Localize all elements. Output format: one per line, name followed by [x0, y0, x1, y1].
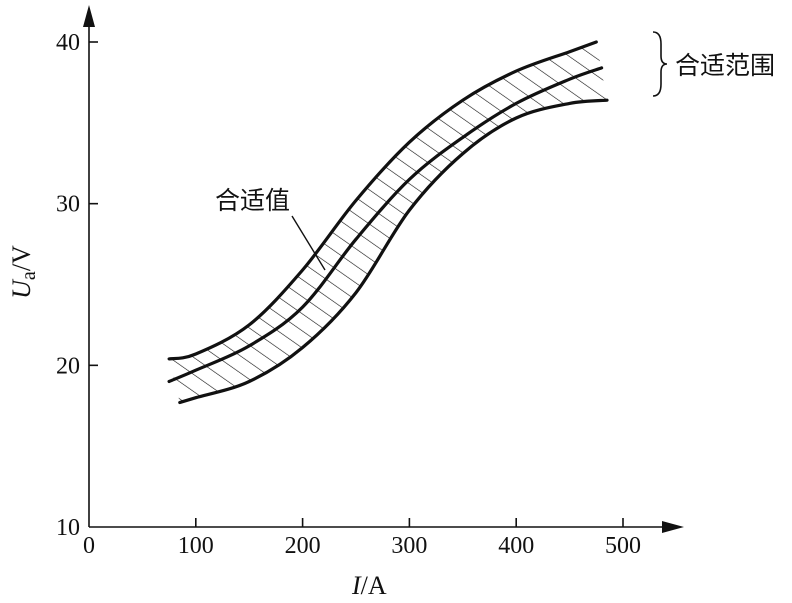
x-axis-var: I: [351, 571, 362, 600]
y-tick-label: 10: [56, 515, 80, 541]
x-axis: [89, 521, 684, 533]
y-axis-var: U: [7, 278, 36, 299]
x-tick-label: 500: [605, 533, 641, 559]
y-ticks: 10 20 30 40: [56, 30, 98, 541]
suitable-range-band: [169, 42, 607, 403]
x-axis-unit: A: [368, 571, 387, 600]
brace-icon: [652, 31, 668, 97]
x-tick-label: 100: [178, 533, 214, 559]
x-tick-label: 400: [498, 533, 534, 559]
band-label: 合适范围: [675, 51, 775, 80]
x-tick-label: 0: [83, 533, 95, 559]
x-axis-arrow-icon: [662, 521, 684, 533]
x-axis-label: I/A: [351, 571, 387, 600]
y-axis-arrow-icon: [83, 5, 95, 27]
y-axis-sep: /: [7, 263, 36, 271]
x-ticks: 0 100 200 300 400 500: [83, 518, 641, 559]
y-axis-sub: a: [18, 271, 40, 280]
y-tick-label: 30: [56, 192, 80, 218]
curve-label-leader: [291, 215, 326, 271]
y-tick-label: 40: [56, 30, 80, 56]
series-line-middle: [167, 66, 604, 384]
x-tick-label: 200: [285, 533, 321, 559]
x-axis-sep: /: [361, 571, 369, 600]
y-axis: [83, 5, 95, 527]
y-tick-label: 20: [56, 353, 80, 379]
series-group: [167, 40, 609, 405]
y-axis-label: Ua/V: [7, 245, 40, 299]
curve-label: 合适值: [215, 186, 290, 215]
x-tick-label: 300: [391, 533, 427, 559]
series-line-lower: [178, 98, 609, 405]
series-line-upper: [167, 40, 598, 361]
y-axis-unit: V: [7, 245, 36, 264]
